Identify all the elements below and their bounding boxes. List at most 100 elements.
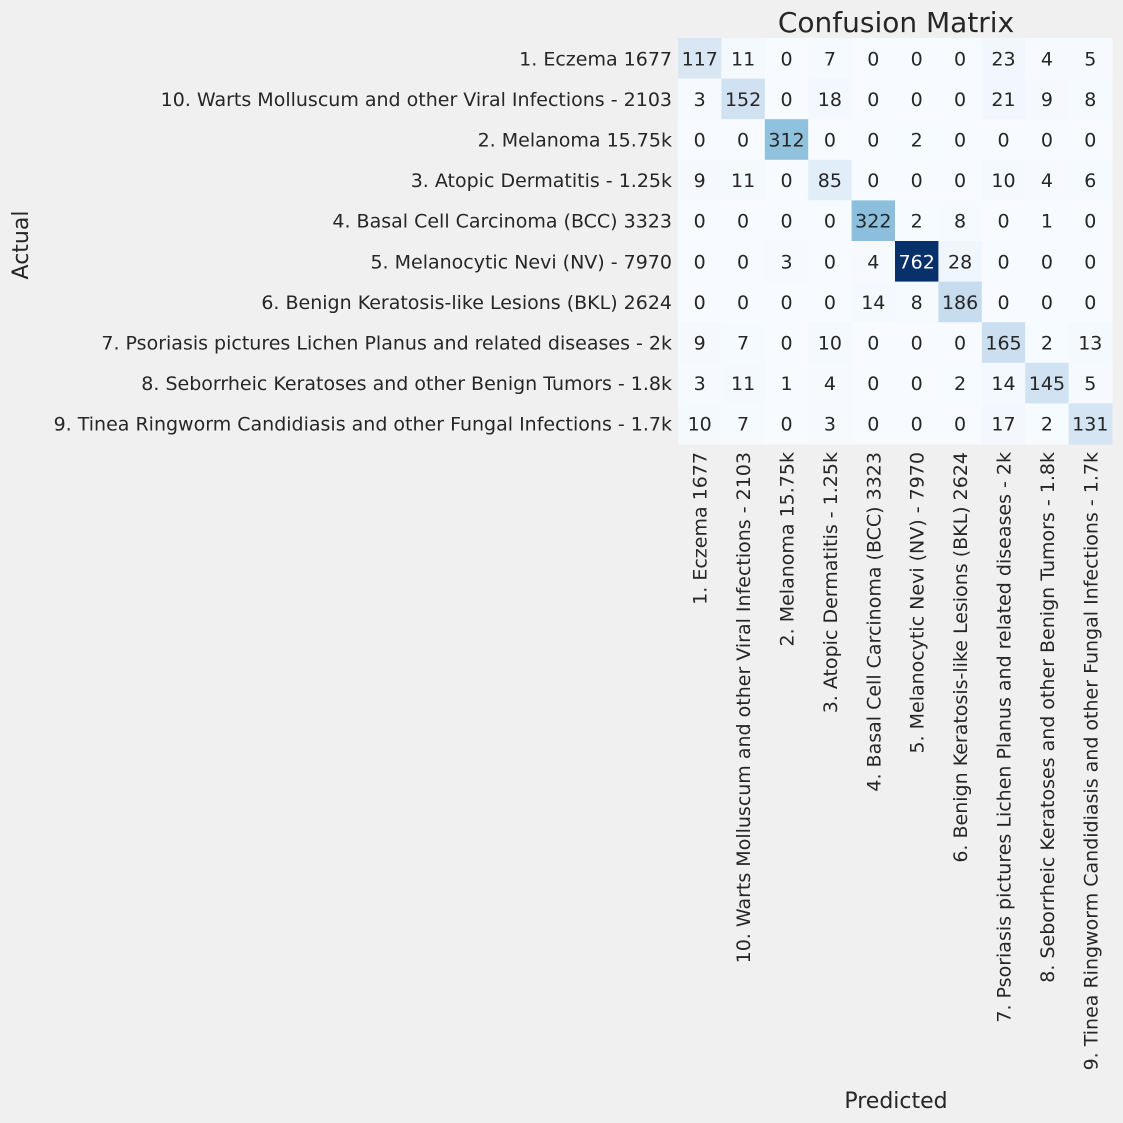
heatmap-cell bbox=[851, 200, 896, 242]
cell-value-label: 0 bbox=[694, 292, 706, 314]
cell-value-label: 0 bbox=[780, 211, 792, 233]
cell-value-label: 0 bbox=[954, 48, 966, 70]
cell-value-label: 0 bbox=[1084, 251, 1096, 273]
cell-value-label: 2 bbox=[911, 130, 923, 152]
heatmap-cell bbox=[895, 322, 939, 364]
cell-value-label: 10 bbox=[688, 414, 712, 436]
heatmap-cell bbox=[1025, 78, 1070, 120]
cell-value-label: 2 bbox=[954, 373, 966, 395]
y-tick-label: 5. Melanocytic Nevi (NV) - 7970 bbox=[370, 251, 672, 273]
heatmap-cell bbox=[938, 38, 983, 80]
heatmap-cell bbox=[721, 241, 766, 283]
cell-value-label: 0 bbox=[867, 333, 879, 355]
heatmap-cell bbox=[938, 281, 983, 323]
x-tick-label: 8. Seborrheic Keratoses and other Benign… bbox=[1037, 452, 1059, 983]
cell-value-label: 4 bbox=[1041, 48, 1053, 70]
cell-value-label: 0 bbox=[997, 292, 1009, 314]
heatmap-cell bbox=[1068, 281, 1113, 323]
cell-value-label: 11 bbox=[731, 170, 755, 192]
cell-value-label: 17 bbox=[991, 414, 1015, 436]
heatmap-cell bbox=[678, 38, 722, 80]
heatmap-cell bbox=[938, 403, 983, 445]
cell-value-label: 117 bbox=[682, 48, 718, 70]
cell-value-label: 18 bbox=[818, 89, 842, 111]
cell-value-label: 0 bbox=[694, 130, 706, 152]
heatmap-cell bbox=[1068, 78, 1113, 120]
heatmap-cell bbox=[1025, 38, 1070, 80]
heatmap-cell bbox=[851, 403, 896, 445]
heatmap-cell bbox=[808, 78, 853, 120]
cell-value-label: 0 bbox=[824, 130, 836, 152]
heatmap-cell bbox=[981, 403, 1026, 445]
cell-value-label: 0 bbox=[780, 414, 792, 436]
heatmap-cell bbox=[1025, 200, 1070, 242]
cell-value-label: 186 bbox=[942, 292, 978, 314]
x-axis-label: Predicted bbox=[844, 1089, 947, 1114]
cell-value-label: 0 bbox=[867, 373, 879, 395]
y-tick-label: 6. Benign Keratosis-like Lesions (BKL) 2… bbox=[261, 292, 672, 314]
heatmap-cells bbox=[678, 38, 1113, 445]
heatmap-cell bbox=[808, 200, 853, 242]
y-tick-label: 7. Psoriasis pictures Lichen Planus and … bbox=[101, 333, 672, 355]
cell-value-label: 8 bbox=[954, 211, 966, 233]
heatmap-cell bbox=[938, 322, 983, 364]
heatmap-cell bbox=[895, 241, 939, 283]
cell-value-label: 165 bbox=[985, 333, 1021, 355]
heatmap-cell bbox=[764, 200, 809, 242]
heatmap-cell bbox=[895, 362, 939, 404]
heatmap-cell bbox=[851, 241, 896, 283]
cell-value-label: 14 bbox=[861, 292, 885, 314]
cell-value-label: 23 bbox=[991, 48, 1015, 70]
cell-value-label: 0 bbox=[694, 251, 706, 273]
cell-value-label: 0 bbox=[867, 170, 879, 192]
heatmap-cell bbox=[938, 241, 983, 283]
heatmap-cell bbox=[981, 38, 1026, 80]
heatmap-cell bbox=[764, 38, 809, 80]
cell-value-label: 0 bbox=[780, 292, 792, 314]
x-tick-label: 7. Psoriasis pictures Lichen Planus and … bbox=[994, 452, 1016, 1023]
heatmap-cell bbox=[895, 119, 939, 161]
cell-value-label: 0 bbox=[780, 48, 792, 70]
cell-value-label: 11 bbox=[731, 48, 755, 70]
heatmap-cell bbox=[721, 403, 766, 445]
heatmap-cell bbox=[1068, 322, 1113, 364]
chart-title: Confusion Matrix bbox=[778, 6, 1014, 39]
cell-value-label: 10 bbox=[991, 170, 1015, 192]
cell-value-label: 0 bbox=[867, 89, 879, 111]
heatmap-cell bbox=[808, 159, 853, 201]
cell-value-label: 9 bbox=[694, 333, 706, 355]
cell-value-label: 9 bbox=[1041, 89, 1053, 111]
cell-value-label: 0 bbox=[737, 130, 749, 152]
y-tick-label: 4. Basal Cell Carcinoma (BCC) 3323 bbox=[332, 211, 672, 233]
heatmap-cell bbox=[981, 159, 1026, 201]
heatmap-cell bbox=[938, 119, 983, 161]
cell-value-label: 0 bbox=[1084, 211, 1096, 233]
cell-value-label: 312 bbox=[768, 130, 804, 152]
heatmap-cell bbox=[1068, 38, 1113, 80]
heatmap-cell bbox=[678, 403, 722, 445]
cell-value-label: 0 bbox=[1084, 292, 1096, 314]
cell-value-label: 5 bbox=[1084, 48, 1096, 70]
heatmap-cell bbox=[678, 362, 722, 404]
cell-value-label: 0 bbox=[824, 292, 836, 314]
heatmap-cell bbox=[981, 78, 1026, 120]
cell-value-label: 4 bbox=[867, 251, 879, 273]
heatmap-cell bbox=[678, 281, 722, 323]
x-tick-label: 10. Warts Molluscum and other Viral Infe… bbox=[733, 452, 755, 963]
cell-value-label: 762 bbox=[899, 251, 935, 273]
heatmap-cell bbox=[721, 322, 766, 364]
cell-value-label: 0 bbox=[911, 48, 923, 70]
heatmap-cell bbox=[895, 200, 939, 242]
y-tick-label: 9. Tinea Ringworm Candidiasis and other … bbox=[54, 414, 672, 436]
heatmap-cell bbox=[1025, 403, 1070, 445]
cell-value-label: 0 bbox=[911, 414, 923, 436]
x-tick-label: 1. Eczema 1677 bbox=[690, 452, 712, 605]
heatmap-cell bbox=[764, 78, 809, 120]
heatmap-cell bbox=[808, 38, 853, 80]
heatmap-cell bbox=[764, 322, 809, 364]
heatmap-cell bbox=[1025, 322, 1070, 364]
heatmap-cell bbox=[721, 200, 766, 242]
heatmap-cell bbox=[1068, 241, 1113, 283]
cell-value-label: 0 bbox=[911, 333, 923, 355]
heatmap-cell bbox=[938, 362, 983, 404]
